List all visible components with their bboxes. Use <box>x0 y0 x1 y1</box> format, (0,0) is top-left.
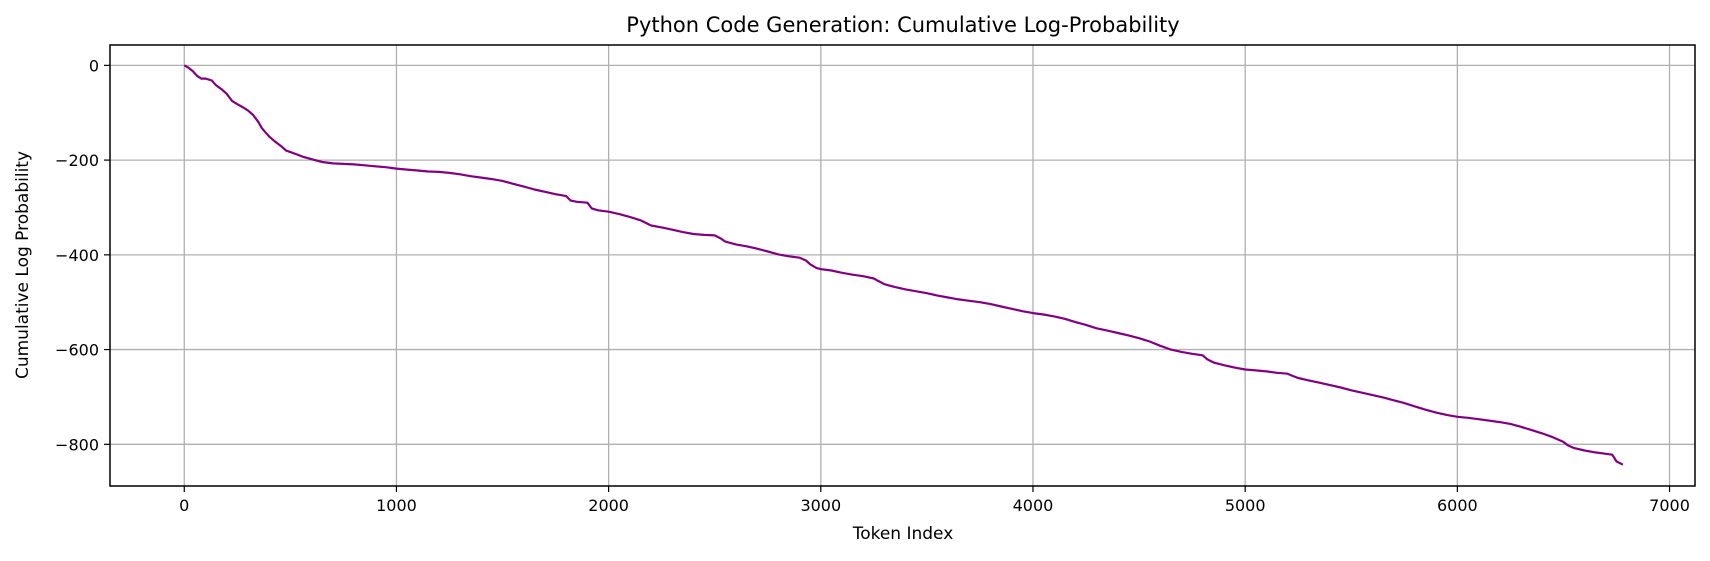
x-tick-label: 4000 <box>1013 496 1054 515</box>
x-axis-label: Token Index <box>852 524 954 544</box>
x-tick-label: 6000 <box>1437 496 1478 515</box>
x-tick-label: 0 <box>179 496 189 515</box>
x-axis: 0 1000 2000 3000 4000 5000 6000 7000 <box>179 486 1690 515</box>
plot-frame <box>109 44 1696 487</box>
y-axis-label: Cumulative Log Probability <box>13 151 33 379</box>
chart-title: Python Code Generation: Cumulative Log-P… <box>626 13 1179 37</box>
y-tick-label: −200 <box>55 151 99 170</box>
x-tick-label: 7000 <box>1649 496 1690 515</box>
cumulative-log-prob-line <box>183 64 1624 466</box>
y-tick-label: 0 <box>89 56 99 75</box>
y-tick-label: −400 <box>55 246 99 265</box>
x-tick-label: 1000 <box>376 496 417 515</box>
series-layer <box>183 64 1624 466</box>
grid-lines <box>110 45 1695 486</box>
x-tick-label: 3000 <box>800 496 841 515</box>
x-tick-label: 5000 <box>1225 496 1266 515</box>
x-tick-label: 2000 <box>588 496 629 515</box>
y-tick-label: −600 <box>55 341 99 360</box>
y-tick-label: −800 <box>55 435 99 454</box>
y-axis: 0 −200 −400 −600 −800 <box>55 56 110 454</box>
